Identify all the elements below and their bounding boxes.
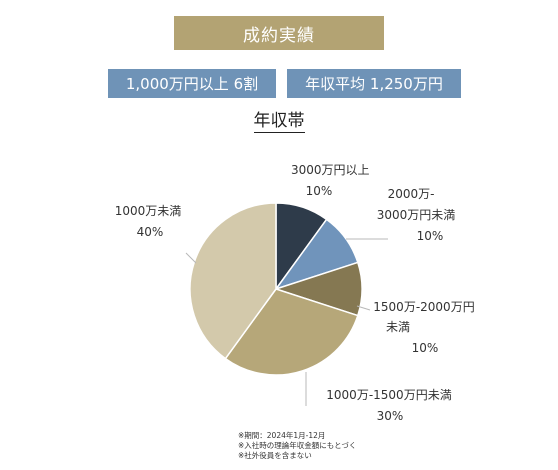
slice-label-4-line-1: 1000万-1500万円未満	[326, 388, 451, 402]
slice-label-3-line-2: 未満	[386, 320, 410, 334]
footnote-basis: ※入社時の理論年収金額にもとづく	[238, 441, 357, 450]
slice-label-2-line-1: 2000万-	[388, 187, 435, 201]
chart-subtitle: 年収帯	[253, 111, 305, 133]
stat-badge-high-income-share: 1,000万円以上 6割	[108, 69, 276, 98]
footnote-exclusion: ※社外役員を含まない	[238, 451, 312, 460]
slice-percent-2: 10%	[417, 229, 444, 243]
slice-label-3-line-1: 1500万-2000万円	[373, 300, 474, 314]
pie-slice-5	[189, 202, 277, 360]
footnotes: ※期間：2024年1月-12月 ※入社時の理論年収金額にもとづく ※社外役員を含…	[238, 431, 356, 461]
slice-label-1-line-1: 3000万円以上	[291, 163, 370, 177]
pie-slice-4	[224, 288, 359, 376]
slice-percent-4: 30%	[377, 409, 404, 423]
slice-percent-5: 40%	[137, 225, 164, 239]
title-banner: 成約実績	[174, 16, 384, 50]
stat-badge-average-income: 年収平均 1,250万円	[287, 69, 461, 98]
slice-percent-1: 10%	[306, 184, 333, 198]
footnote-period: ※期間：2024年1月-12月	[238, 431, 326, 440]
leader-line-5	[185, 252, 197, 264]
slice-label-5-line-1: 1000万未満	[115, 204, 182, 218]
slice-percent-3: 10%	[412, 341, 439, 355]
leader-line-3	[356, 305, 371, 311]
slice-label-2-line-2: 3000万円未満	[377, 208, 456, 222]
